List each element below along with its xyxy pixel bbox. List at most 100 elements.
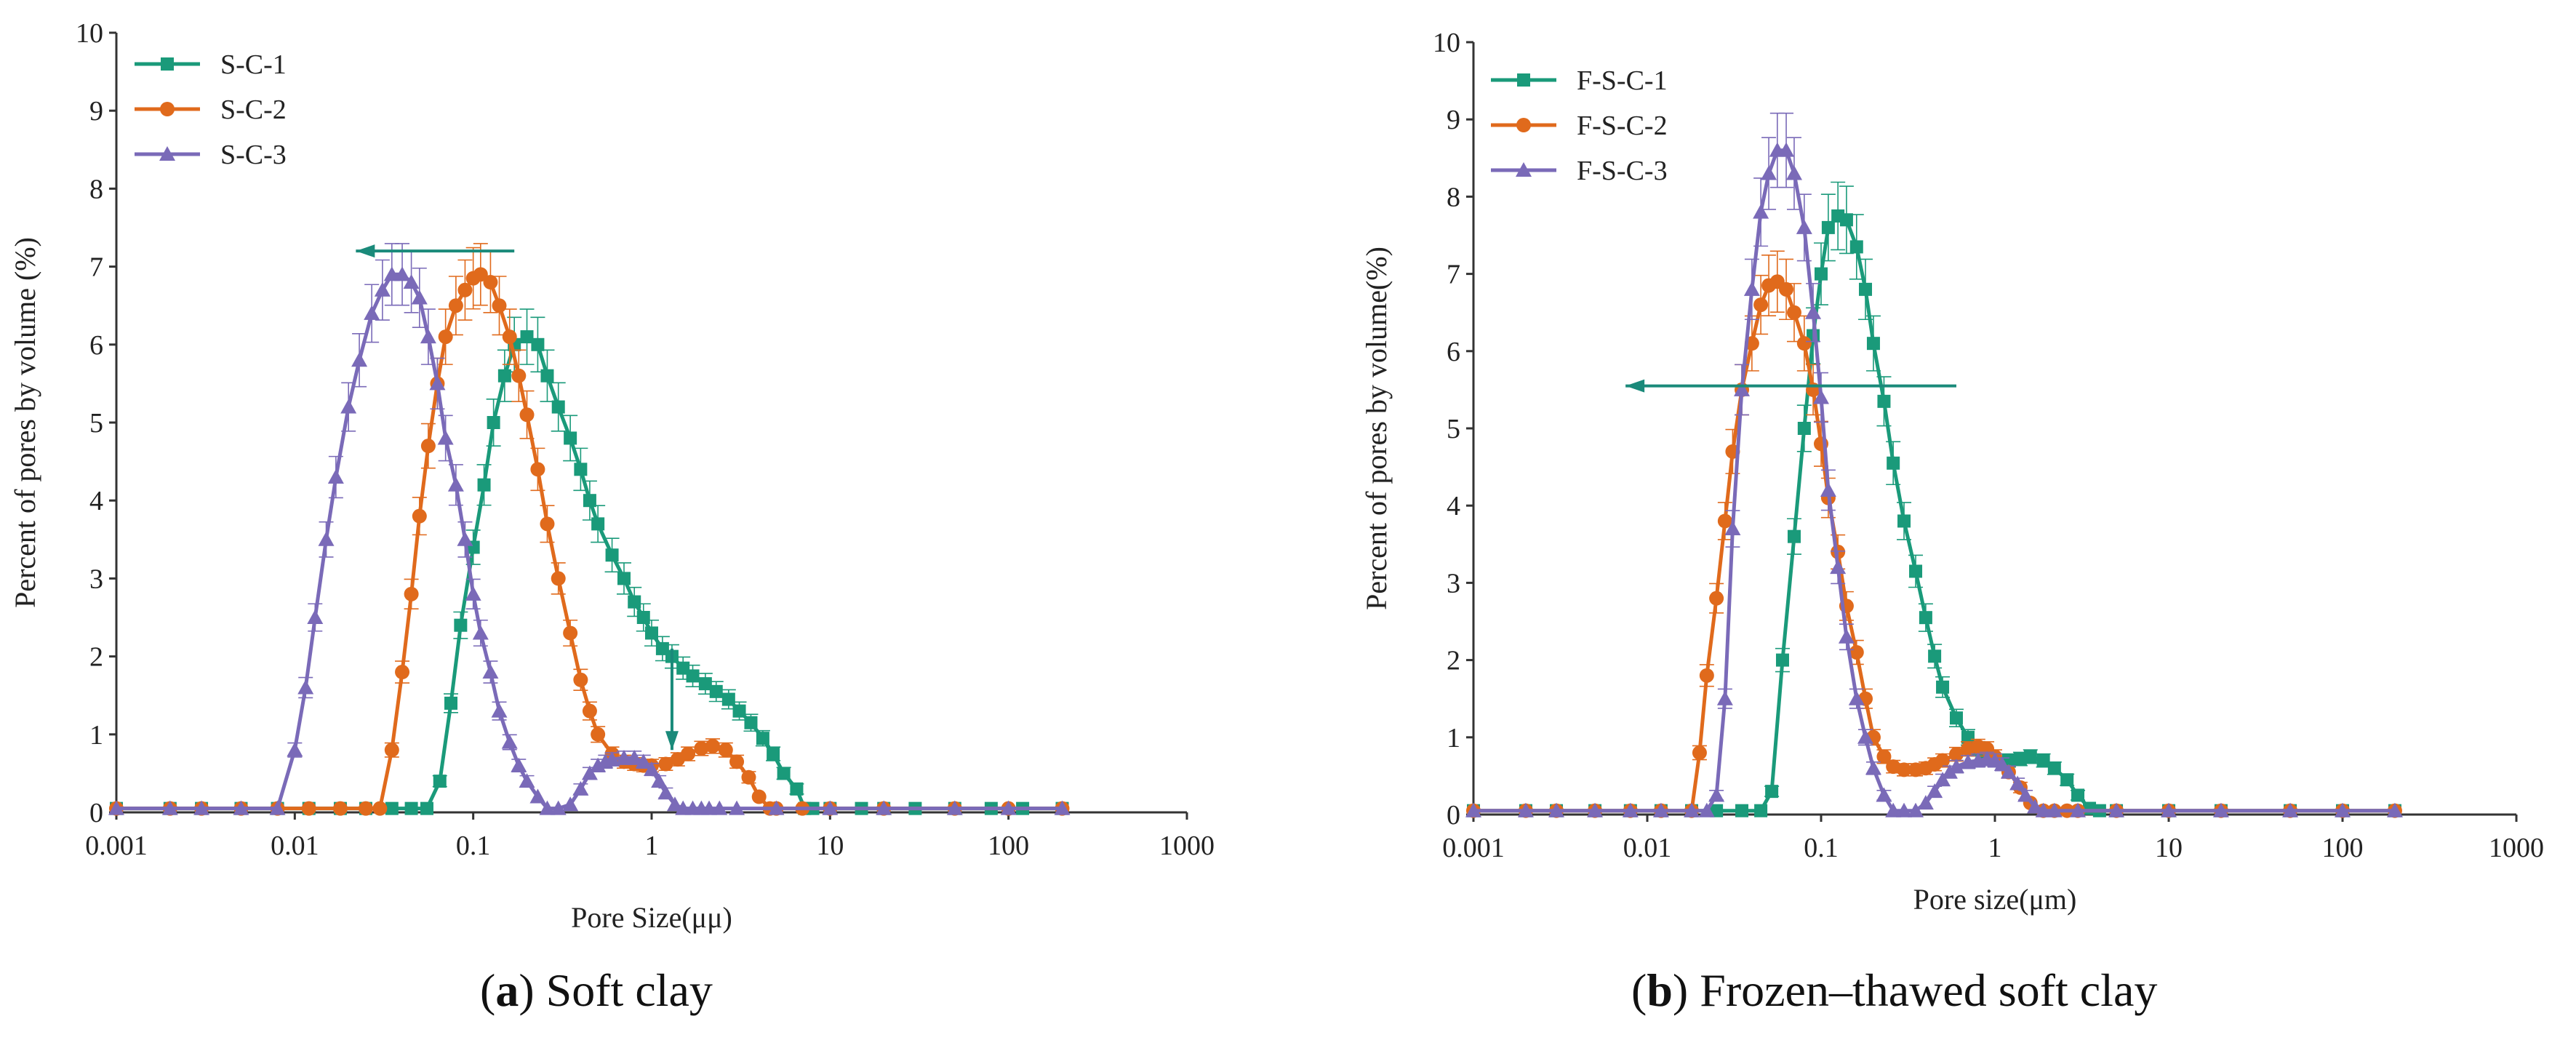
data-point xyxy=(721,692,735,706)
data-point xyxy=(457,531,473,546)
series-line xyxy=(116,335,1063,811)
y-tick-label: 3 xyxy=(89,564,103,594)
data-point xyxy=(1949,711,1963,725)
arrow-head xyxy=(356,244,375,258)
y-tick-label: 1 xyxy=(89,720,103,751)
caption-b: (b) Frozen–thawed soft clay xyxy=(1631,964,2158,1016)
data-point xyxy=(501,734,518,749)
data-point xyxy=(2212,802,2229,817)
data-point xyxy=(777,767,791,780)
data-point xyxy=(1743,281,1760,296)
data-point xyxy=(1761,165,1777,180)
data-point xyxy=(1735,804,1749,817)
data-point xyxy=(511,757,527,772)
x-tick-label: 1000 xyxy=(2489,833,2544,863)
y-tick-label: 0 xyxy=(1447,800,1460,831)
data-point xyxy=(1734,381,1751,396)
data-point xyxy=(1865,760,1881,775)
data-point xyxy=(1936,680,1950,694)
data-point xyxy=(473,267,488,282)
data-point xyxy=(591,517,605,531)
data-point xyxy=(1587,802,1604,817)
data-point xyxy=(1917,795,1934,810)
data-point xyxy=(617,572,631,585)
data-point xyxy=(1948,759,1964,774)
data-point xyxy=(269,800,286,815)
y-tick-label: 6 xyxy=(89,330,103,361)
data-point xyxy=(1796,336,1812,351)
data-point xyxy=(372,801,388,816)
data-point xyxy=(1928,649,1942,663)
data-point xyxy=(1753,204,1769,219)
x-axis-title: Pore size(μm) xyxy=(1913,883,2077,916)
data-point xyxy=(2161,802,2177,817)
series-line xyxy=(116,272,1063,811)
y-tick-label: 4 xyxy=(1447,491,1460,521)
data-point xyxy=(2071,788,2085,802)
data-point xyxy=(511,368,527,383)
data-point xyxy=(1896,802,1913,817)
data-point xyxy=(1717,513,1732,529)
data-point xyxy=(628,595,641,609)
data-point xyxy=(1935,753,1951,768)
caption-a-letter: a xyxy=(495,964,519,1016)
data-point xyxy=(2013,752,2027,766)
x-tick-label: 0.001 xyxy=(85,831,148,861)
data-point xyxy=(1709,591,1724,606)
data-point xyxy=(1699,668,1714,683)
x-tick-label: 1 xyxy=(1988,833,2002,863)
legend-marker xyxy=(1517,73,1530,87)
data-point xyxy=(520,330,534,344)
legend-marker xyxy=(1516,162,1532,177)
data-point xyxy=(1753,297,1769,313)
y-tick-label: 5 xyxy=(1447,414,1460,444)
annotation-arrow xyxy=(356,244,515,258)
data-point xyxy=(483,275,498,290)
y-tick-label: 0 xyxy=(89,798,103,828)
data-point xyxy=(1708,787,1725,802)
data-point xyxy=(657,785,674,800)
data-point xyxy=(1785,165,1802,180)
data-point xyxy=(1887,456,1900,470)
data-point xyxy=(1765,785,1779,799)
data-point xyxy=(384,743,399,758)
data-point xyxy=(332,801,348,816)
data-point xyxy=(1724,521,1741,536)
y-tick-label: 2 xyxy=(89,642,103,673)
data-point xyxy=(447,476,464,492)
data-point xyxy=(729,754,745,769)
y-tick-label: 3 xyxy=(1447,568,1460,599)
x-axis-title: Pore Size(μμ) xyxy=(571,901,732,934)
y-tick-label: 9 xyxy=(1447,105,1460,135)
data-point xyxy=(2035,802,2052,817)
data-point xyxy=(651,773,668,788)
chart-a: 0 1 2 3 4 5 6 7 8 9 10 0.001 0.01 0.1 1 10 100 1000 Percen… xyxy=(9,18,1215,934)
data-point xyxy=(193,800,210,815)
data-point xyxy=(2000,764,2017,779)
data-point xyxy=(767,747,780,761)
data-point xyxy=(1692,745,1707,761)
data-point xyxy=(681,746,696,761)
data-point xyxy=(551,400,565,414)
data-point xyxy=(1754,804,1768,817)
data-point xyxy=(2036,753,2050,767)
data-point xyxy=(2047,761,2061,775)
data-point xyxy=(1857,729,1874,744)
data-point xyxy=(438,329,453,345)
data-point xyxy=(1877,394,1891,408)
annotation-arrow xyxy=(665,648,679,751)
data-point xyxy=(1919,611,1932,625)
data-point xyxy=(876,800,892,815)
data-point xyxy=(573,672,588,687)
y-tick-label: 9 xyxy=(89,96,103,127)
series-line xyxy=(1473,214,2395,813)
x-tick-label: 1000 xyxy=(1159,831,1215,861)
data-point xyxy=(2009,775,2026,791)
y-axis-title: Percent of pores by volume(%) xyxy=(1360,247,1393,610)
data-point xyxy=(457,282,473,297)
data-point xyxy=(465,585,481,601)
data-point xyxy=(1786,305,1801,320)
legend-label: F-S-C-2 xyxy=(1577,111,1668,141)
data-point xyxy=(487,416,500,429)
data-point xyxy=(1866,337,1880,351)
